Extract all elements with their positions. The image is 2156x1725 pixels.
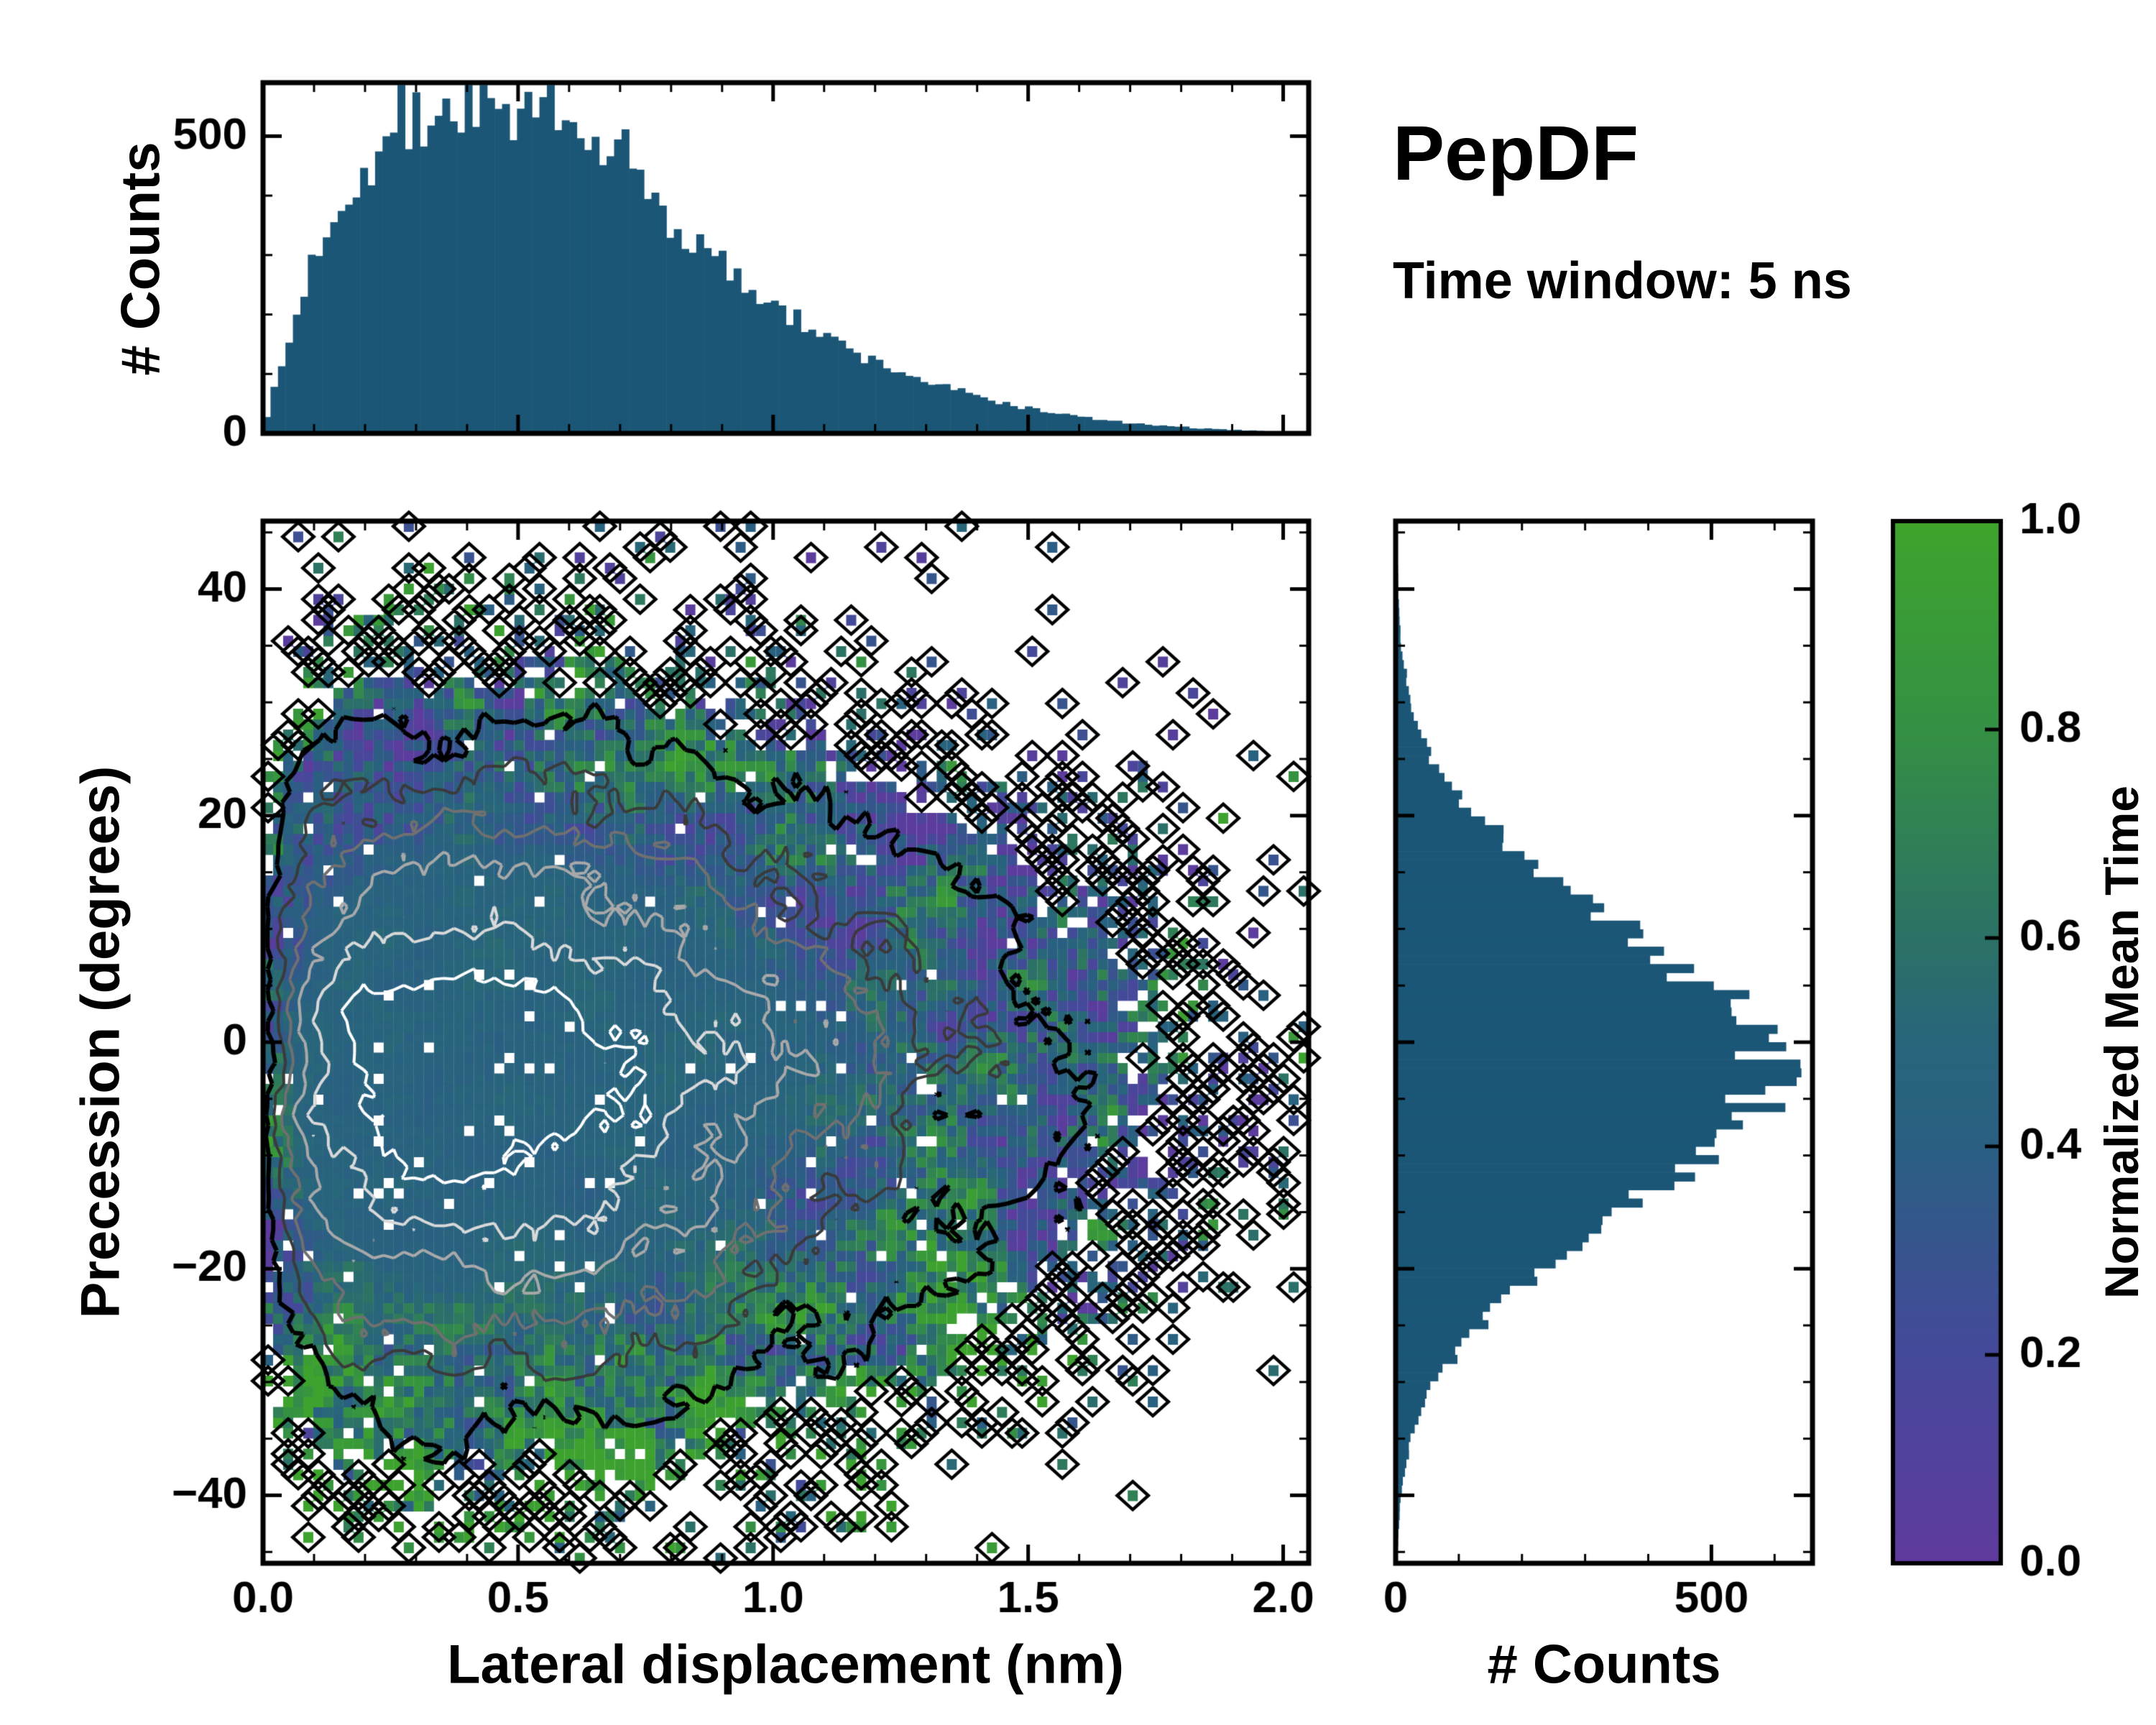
colorbar-label: Normalized Mean Time <box>2095 786 2148 1299</box>
main-ylabel: Precession (degrees) <box>70 765 132 1319</box>
right-hist-xlabel: # Counts <box>1487 1634 1721 1696</box>
top-hist-ylabel: # Counts <box>110 142 172 376</box>
figure-subtitle: Time window: 5 ns <box>1393 252 1852 310</box>
main-xlabel: Lateral displacement (nm) <box>447 1634 1124 1696</box>
figure-title: PepDF <box>1393 109 1639 196</box>
